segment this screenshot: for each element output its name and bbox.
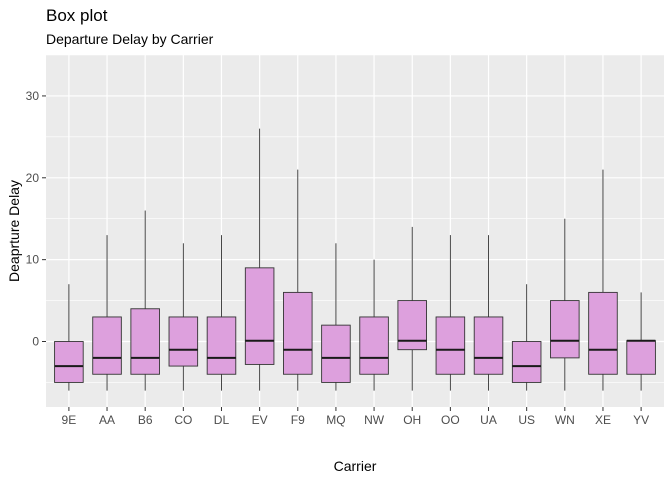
- x-tick-label: 9E: [62, 413, 77, 427]
- x-tick-label: DL: [214, 413, 230, 427]
- x-tick-label: CO: [174, 413, 192, 427]
- box-nw: [359, 316, 389, 375]
- axis-ticks: 0 10 20 30 9E AA B6 CO DL EV F9 MQ NW OH OO UA US WN XE YV: [26, 89, 649, 427]
- x-tick-label: XE: [595, 413, 611, 427]
- box-aa: [92, 316, 122, 375]
- box-mq: [321, 324, 351, 383]
- box-f9: [283, 291, 313, 375]
- box-ev: [244, 267, 275, 365]
- x-tick-label: OO: [441, 413, 460, 427]
- box-dl: [206, 316, 237, 375]
- box-xe: [588, 291, 618, 375]
- y-tick-label: 30: [26, 89, 40, 103]
- box-co: [168, 316, 199, 367]
- x-tick-label: EV: [252, 413, 268, 427]
- box-wn: [550, 300, 580, 359]
- y-axis-title: Deaprture Delay: [6, 180, 22, 282]
- chart-title: Box plot: [46, 6, 108, 25]
- y-tick-label: 20: [26, 171, 40, 185]
- x-tick-label: OH: [403, 413, 421, 427]
- x-tick-label: AA: [99, 413, 115, 427]
- y-tick-label: 10: [26, 253, 40, 267]
- box-b6: [130, 308, 160, 375]
- x-axis-title: Carrier: [334, 458, 377, 474]
- boxes: [54, 128, 656, 391]
- y-tick-label: 0: [32, 335, 39, 349]
- box-oo: [435, 316, 466, 375]
- x-tick-label: B6: [138, 413, 153, 427]
- x-tick-label: YV: [633, 413, 649, 427]
- box-ua: [473, 316, 504, 375]
- x-tick-label: UA: [480, 413, 497, 427]
- x-tick-label: MQ: [326, 413, 345, 427]
- box-oh: [397, 300, 427, 351]
- x-tick-label: US: [518, 413, 535, 427]
- x-tick-label: WN: [555, 413, 575, 427]
- x-tick-label: NW: [364, 413, 385, 427]
- box-yv: [626, 340, 656, 375]
- chart-subtitle: Departure Delay by Carrier: [46, 31, 214, 47]
- box-us: [511, 341, 542, 383]
- x-tick-label: F9: [291, 413, 305, 427]
- box-9e: [54, 341, 84, 383]
